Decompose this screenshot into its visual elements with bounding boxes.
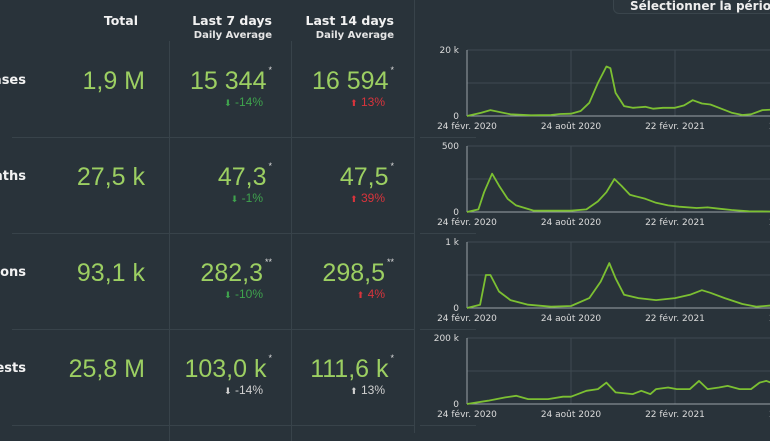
- avg-7-value: 282,3: [200, 259, 263, 287]
- y-tick-label: 200 k: [434, 334, 460, 344]
- avg-14-days: 111,6 k *: [272, 353, 394, 384]
- change-7-days: ⬇ -10%: [224, 287, 263, 301]
- footnote-mark: *: [268, 353, 272, 363]
- x-tick-label: 24 févr. 2020: [437, 217, 497, 228]
- header-last-7-days-sub: Daily Average: [193, 30, 272, 41]
- x-tick-label: 24 août 2020: [541, 122, 602, 132]
- total-value: 27,5 k: [76, 163, 145, 191]
- avg-14-value: 16 594: [312, 67, 389, 95]
- footnote-mark: **: [386, 257, 394, 267]
- y-tick-label: 1 k: [445, 238, 460, 248]
- arrow-up-icon: ⬆: [350, 194, 358, 204]
- avg-14-days: 47,5 *: [272, 161, 394, 192]
- y-tick-label: 0: [453, 304, 459, 314]
- footnote-mark: *: [390, 353, 394, 363]
- row-divider: [12, 233, 414, 234]
- y-tick-label: 20 k: [439, 46, 459, 56]
- x-tick-label: 22 févr. 2021: [645, 409, 705, 420]
- footnote-mark: **: [264, 257, 272, 267]
- row-label: ions: [0, 265, 26, 280]
- x-tick-label: 22 févr. 2021: [645, 313, 705, 324]
- avg-7-days: 15 344 *: [150, 65, 272, 96]
- avg-7-days: 103,0 k *: [150, 353, 272, 384]
- avg-14-value: 111,6 k: [310, 355, 389, 383]
- row-divider: [12, 137, 414, 138]
- row-divider: [12, 425, 414, 426]
- arrow-down-icon: ⬇: [224, 290, 232, 300]
- arrow-down-icon: ⬇: [230, 194, 239, 204]
- avg-7-days: 47,3 *: [150, 161, 272, 192]
- x-tick-label: 22 févr. 2021: [645, 217, 705, 228]
- column-divider: [414, 0, 415, 433]
- arrow-up-icon: ⬆: [356, 290, 365, 300]
- avg-7-value: 15 344: [190, 67, 267, 95]
- header-last-7-days: Last 7 days: [192, 13, 272, 28]
- select-period-button[interactable]: Sélectionner la période: [613, 0, 770, 14]
- row-divider: [420, 233, 476, 234]
- y-tick-label: 0: [453, 112, 459, 122]
- total-value: 25,8 M: [68, 355, 145, 383]
- series-line: [466, 65, 770, 117]
- arrow-up-icon: ⬆: [350, 386, 358, 396]
- y-tick-label: 0: [453, 400, 459, 410]
- x-tick-label: 24 févr. 2020: [437, 313, 497, 324]
- x-tick-label: 24 févr. 2020: [437, 121, 497, 132]
- footnote-mark: *: [268, 65, 272, 75]
- total-value: 93,1 k: [76, 259, 145, 287]
- change-14-days: ⬆ 39%: [350, 191, 385, 205]
- row-label: aths: [0, 169, 26, 184]
- avg-14-value: 298,5: [322, 259, 385, 287]
- avg-7-value: 103,0 k: [184, 355, 267, 383]
- arrow-down-icon: ⬇: [224, 386, 232, 396]
- column-divider: [291, 41, 292, 441]
- row-divider: [420, 137, 476, 138]
- row-divider: [12, 329, 414, 330]
- column-divider: [169, 41, 170, 441]
- series-line: [466, 172, 770, 213]
- row-divider: [420, 425, 476, 426]
- avg-7-days: 282,3 **: [150, 257, 272, 288]
- footnote-mark: *: [390, 65, 394, 75]
- header-last-14-days-sub: Daily Average: [315, 30, 394, 41]
- arrow-down-icon: ⬇: [224, 98, 232, 108]
- x-tick-label: 24 févr. 2020: [437, 409, 497, 420]
- footnote-mark: *: [390, 161, 394, 171]
- row-label: ases: [0, 73, 26, 88]
- y-tick-label: 500: [442, 142, 459, 152]
- change-14-days: ⬆ 13%: [350, 383, 385, 397]
- avg-14-days: 298,5 **: [272, 257, 394, 288]
- arrow-up-icon: ⬆: [350, 98, 358, 108]
- change-7-days: ⬇ -1%: [230, 191, 263, 205]
- change-14-days: ⬆ 13%: [350, 95, 385, 109]
- header-total: Total: [103, 13, 138, 28]
- x-tick-label: 24 août 2020: [541, 314, 602, 324]
- series-line: [466, 379, 770, 405]
- avg-14-value: 47,5: [339, 163, 389, 191]
- avg-7-value: 47,3: [217, 163, 267, 191]
- y-tick-label: 0: [453, 208, 459, 218]
- footnote-mark: *: [268, 161, 272, 171]
- change-7-days: ⬇ -14%: [224, 383, 263, 397]
- x-tick-label: 22 févr. 2021: [645, 121, 705, 132]
- total-value: 1,9 M: [82, 67, 145, 95]
- x-tick-label: 24 août 2020: [541, 218, 602, 228]
- change-14-days: ⬆ 4%: [356, 287, 385, 301]
- row-divider: [420, 329, 476, 330]
- avg-14-days: 16 594 *: [272, 65, 394, 96]
- change-7-days: ⬇ -14%: [224, 95, 263, 109]
- x-tick-label: 24 août 2020: [541, 410, 602, 420]
- row-label: Tests: [0, 361, 26, 376]
- header-last-14-days: Last 14 days: [305, 13, 394, 28]
- series-line: [466, 262, 770, 309]
